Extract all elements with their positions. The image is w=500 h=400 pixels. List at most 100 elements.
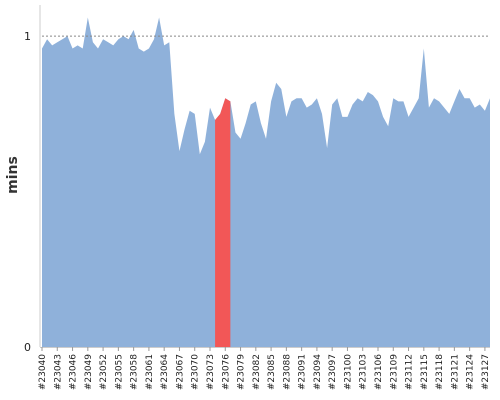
data-point — [489, 97, 491, 99]
x-tick-label: #23115 — [420, 354, 430, 390]
data-point — [351, 103, 353, 105]
data-point — [423, 47, 425, 49]
data-point — [412, 106, 414, 108]
data-point — [468, 97, 470, 99]
data-point — [362, 100, 364, 102]
x-tick-label: #23112 — [405, 354, 415, 390]
data-point — [418, 97, 420, 99]
x-tick-label: #23091 — [298, 354, 308, 390]
x-tick-label: #23121 — [450, 354, 460, 390]
x-tick-label: #23043 — [53, 354, 63, 390]
x-tick-label: #23076 — [221, 354, 231, 390]
data-point — [306, 106, 308, 108]
data-point — [407, 116, 409, 118]
x-tick-label: #23127 — [481, 354, 491, 390]
x-tick-label: #23088 — [282, 354, 292, 390]
x-tick-label: #23073 — [206, 354, 216, 390]
x-tick-label: #23046 — [69, 354, 79, 390]
data-point — [372, 94, 374, 96]
x-tick-label: #23049 — [84, 354, 94, 390]
x-tick-label: #23082 — [252, 354, 262, 390]
data-point — [224, 97, 226, 99]
data-point — [428, 106, 430, 108]
data-point — [76, 44, 78, 46]
x-axis: #23040 #23043 #23046 #23049 #23052 #23055 #230… — [38, 347, 491, 390]
data-point — [132, 29, 134, 31]
data-point — [204, 141, 206, 143]
data-point — [117, 38, 119, 40]
data-point — [71, 47, 73, 49]
data-point — [127, 38, 129, 40]
data-point — [148, 47, 150, 49]
data-point — [356, 97, 358, 99]
data-point — [463, 97, 465, 99]
data-point — [255, 100, 257, 102]
data-point — [382, 116, 384, 118]
data-point — [61, 38, 63, 40]
data-point — [168, 41, 170, 43]
data-point — [188, 110, 190, 112]
data-point — [275, 82, 277, 84]
data-point — [458, 88, 460, 90]
data-point — [311, 103, 313, 105]
data-point — [219, 113, 221, 115]
data-point — [250, 103, 252, 105]
data-point — [138, 47, 140, 49]
highlight-area — [215, 98, 231, 348]
data-point — [51, 44, 53, 46]
data-point — [153, 38, 155, 40]
data-point — [92, 41, 94, 43]
data-point — [143, 50, 145, 52]
data-point — [270, 100, 272, 102]
data-point — [112, 44, 114, 46]
x-tick-label: #23064 — [160, 354, 170, 390]
x-tick-label: #23118 — [435, 354, 445, 390]
data-point — [102, 38, 104, 40]
data-point — [41, 47, 43, 49]
x-tick-label: #23124 — [466, 354, 476, 390]
x-tick-label: #23061 — [145, 354, 155, 390]
data-point — [300, 97, 302, 99]
data-point — [316, 97, 318, 99]
x-tick-label: #23079 — [237, 354, 247, 390]
data-point — [402, 100, 404, 102]
data-point — [239, 137, 241, 139]
x-tick-label: #23067 — [176, 354, 186, 390]
data-point — [285, 116, 287, 118]
data-point — [479, 103, 481, 105]
data-point — [397, 100, 399, 102]
x-tick-label: #23040 — [38, 354, 48, 390]
data-point — [392, 97, 394, 99]
data-point — [367, 91, 369, 93]
data-point — [341, 116, 343, 118]
x-tick-label: #23070 — [191, 354, 201, 390]
x-tick-label: #23058 — [130, 354, 140, 390]
data-point — [183, 128, 185, 130]
x-tick-label: #23052 — [99, 354, 109, 390]
plot-area — [41, 16, 491, 348]
data-point — [326, 147, 328, 149]
data-point — [377, 100, 379, 102]
y-axis-label: mins — [5, 156, 21, 194]
data-point — [158, 16, 160, 18]
series-area — [42, 17, 490, 347]
data-point — [331, 103, 333, 105]
data-point — [163, 44, 165, 46]
data-point — [229, 100, 231, 102]
data-point — [346, 116, 348, 118]
data-point — [194, 113, 196, 115]
data-point — [107, 41, 109, 43]
data-point — [46, 38, 48, 40]
x-tick-label: #23085 — [267, 354, 277, 390]
x-tick-label: #23109 — [389, 354, 399, 390]
x-tick-label: #23097 — [328, 354, 338, 390]
data-point — [448, 113, 450, 115]
x-tick-label: #23100 — [344, 354, 354, 390]
y-axis: 01 — [24, 5, 41, 354]
data-point — [244, 122, 246, 124]
data-point — [260, 122, 262, 124]
x-tick-label: #23103 — [359, 354, 369, 390]
data-point — [56, 41, 58, 43]
data-point — [97, 47, 99, 49]
data-point — [295, 97, 297, 99]
